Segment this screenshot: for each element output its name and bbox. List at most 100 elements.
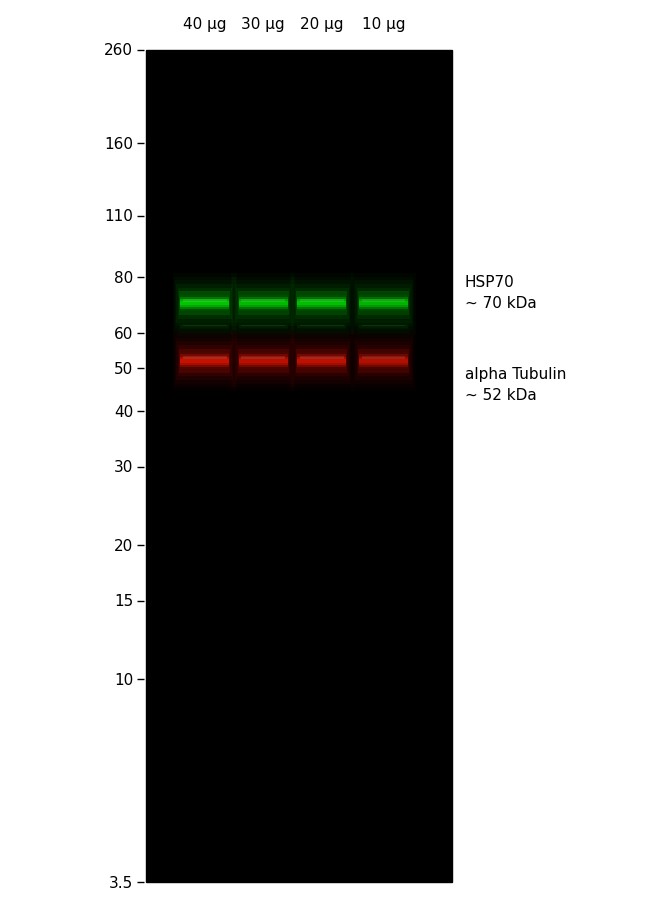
Bar — [181, 301, 229, 304]
Bar — [354, 310, 413, 345]
Bar — [181, 366, 229, 368]
Bar — [181, 306, 229, 308]
Bar — [231, 274, 295, 335]
Bar — [239, 304, 288, 306]
Bar — [359, 296, 408, 298]
Bar — [173, 302, 237, 352]
Text: HSP70
~ 70 kDa: HSP70 ~ 70 kDa — [465, 275, 536, 311]
Bar — [291, 335, 352, 388]
Bar — [358, 321, 410, 334]
Bar — [356, 346, 411, 377]
Bar — [233, 306, 294, 348]
Bar — [235, 313, 291, 341]
Bar — [296, 321, 347, 334]
Bar — [183, 300, 227, 302]
Bar — [178, 289, 232, 320]
Bar — [298, 306, 346, 308]
Bar — [238, 321, 289, 334]
Bar — [356, 317, 411, 337]
Bar — [181, 361, 229, 363]
Bar — [239, 308, 288, 310]
Bar — [298, 363, 346, 366]
Bar — [174, 306, 236, 348]
Bar — [295, 346, 349, 377]
Bar — [298, 300, 346, 301]
Bar — [237, 346, 290, 377]
Bar — [239, 359, 288, 361]
Bar — [300, 357, 344, 359]
Bar — [298, 368, 346, 369]
Bar — [296, 349, 347, 373]
Bar — [359, 357, 408, 359]
Bar — [231, 302, 295, 352]
Bar — [181, 355, 229, 357]
Bar — [179, 349, 231, 373]
Bar — [298, 357, 346, 359]
Bar — [231, 331, 295, 391]
Bar — [181, 310, 229, 312]
Bar — [298, 301, 346, 304]
Bar — [233, 335, 294, 388]
Bar — [183, 325, 227, 327]
Bar — [181, 363, 229, 366]
Text: alpha Tubulin
~ 52 kDa: alpha Tubulin ~ 52 kDa — [465, 367, 566, 403]
Bar — [177, 313, 233, 341]
Bar — [241, 357, 285, 359]
Text: 60: 60 — [114, 326, 133, 341]
Bar — [179, 292, 231, 316]
Bar — [290, 302, 354, 352]
Bar — [179, 321, 231, 334]
Text: 40: 40 — [114, 404, 133, 419]
Bar — [359, 363, 408, 366]
Bar — [356, 289, 411, 320]
Bar — [359, 300, 408, 301]
Bar — [176, 281, 235, 327]
Bar — [298, 366, 346, 368]
Bar — [351, 274, 416, 335]
Bar — [241, 325, 285, 327]
Bar — [178, 346, 232, 377]
Bar — [358, 349, 410, 373]
Bar — [361, 357, 406, 359]
Bar — [176, 338, 235, 384]
Bar — [292, 310, 351, 345]
Text: 15: 15 — [114, 594, 133, 608]
Bar — [359, 359, 408, 361]
Text: 160: 160 — [104, 137, 133, 152]
Bar — [291, 306, 352, 348]
Bar — [233, 278, 294, 331]
Bar — [234, 310, 293, 345]
Bar — [239, 357, 288, 359]
Bar — [291, 278, 352, 331]
Bar — [181, 359, 229, 361]
Bar — [239, 306, 288, 308]
Bar — [295, 289, 349, 320]
Bar — [290, 331, 354, 391]
Bar — [174, 335, 236, 388]
Bar — [237, 317, 290, 337]
Bar — [290, 274, 354, 335]
Bar — [176, 310, 235, 345]
Bar — [352, 278, 415, 331]
Bar — [359, 308, 408, 310]
Bar — [235, 342, 291, 380]
Bar — [183, 357, 227, 359]
Bar — [239, 353, 288, 355]
Bar — [359, 301, 408, 304]
Bar — [298, 310, 346, 312]
Bar — [181, 308, 229, 310]
Bar — [298, 353, 346, 355]
Bar — [298, 355, 346, 357]
Text: 80: 80 — [114, 270, 133, 286]
Bar — [237, 289, 290, 320]
Bar — [298, 359, 346, 361]
Bar — [239, 296, 288, 298]
Bar — [178, 317, 232, 337]
Bar — [181, 304, 229, 306]
Text: 30: 30 — [114, 460, 133, 475]
Bar — [181, 298, 229, 300]
Text: 110: 110 — [105, 210, 133, 224]
Bar — [352, 335, 415, 388]
Bar — [181, 368, 229, 369]
Bar — [238, 292, 289, 316]
